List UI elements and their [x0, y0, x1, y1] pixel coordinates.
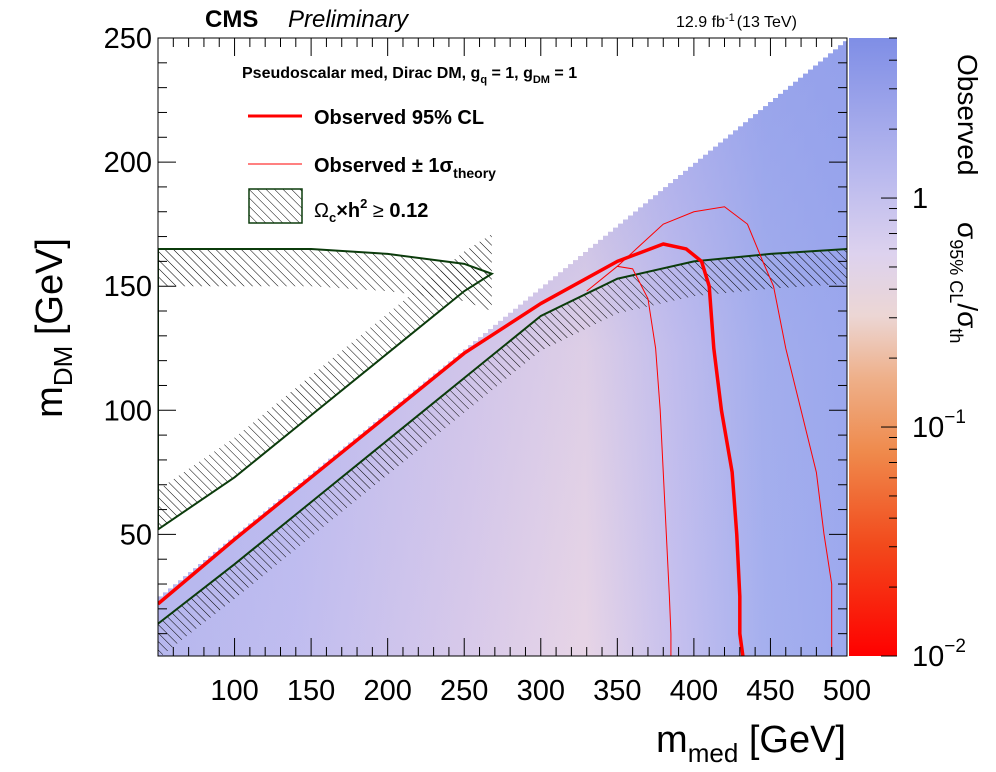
colorbar-tick-label: 10−2: [912, 636, 966, 673]
lumi-energy: (13 TeV): [737, 14, 797, 31]
x-tick-label: 250: [440, 675, 488, 707]
y-axis-title-main: m: [29, 386, 71, 418]
relic-contour-left: [158, 247, 495, 531]
legend-relic-c: c: [329, 210, 336, 225]
limit-curves-layer: [158, 206, 833, 656]
legend-relic-sup: 2: [360, 196, 367, 211]
x-tick-label: 300: [517, 675, 565, 707]
x-tick-label: 150: [287, 675, 335, 707]
x-tick-label: 200: [363, 675, 411, 707]
legend-theory-prefix: Observed ± 1σ: [314, 155, 453, 177]
lumi-value: 12.9 fb: [676, 14, 725, 31]
observed-plus1sigma-curve: [616, 206, 833, 656]
y-axis-title-unit: [GeV]: [29, 238, 71, 346]
y-tick-label: 250: [104, 23, 152, 55]
colorbar-tick-base: 1: [912, 183, 928, 215]
x-tick-label: 350: [593, 675, 641, 707]
x-tick-label: 500: [823, 675, 871, 707]
x-axis: 100 150 200 250 300 350 400 450 500: [157, 38, 871, 707]
y-tick-label: 150: [104, 271, 152, 303]
legend: Observed 95% CL Observed ± 1σtheory Ωc×h…: [248, 107, 496, 225]
legend-relic-label: Ωc×h2 ≥ 0.12: [314, 196, 428, 225]
observed-minus1sigma-curve: [586, 265, 672, 656]
colorbar: [849, 38, 897, 656]
model-suffix: = 1: [550, 65, 577, 82]
x-tick-label: 450: [746, 675, 794, 707]
x-tick-label: 100: [210, 675, 258, 707]
model-q-sub: q: [480, 74, 487, 86]
relic-contour-diagonal: [158, 247, 847, 625]
y-tick-label: 50: [120, 519, 152, 551]
y-tick-label: 100: [104, 395, 152, 427]
relic-hatch-upper: [158, 248, 492, 312]
legend-relic-mid: ×h: [336, 200, 360, 222]
experiment-label: CMS: [205, 6, 258, 33]
relic-density-layer: [158, 234, 847, 656]
status-label: Preliminary: [288, 6, 410, 33]
x-axis-title-sub: med: [688, 738, 739, 768]
colorbar-tick-exponent: −2: [944, 636, 966, 657]
model-label: Pseudoscalar med, Dirac DM, gq = 1, gDM …: [242, 65, 577, 86]
colorbar-tick-base: 10: [912, 641, 944, 673]
model-prefix: Pseudoscalar med, Dirac DM, g: [242, 65, 480, 82]
colorbar-title-den: /σ: [952, 303, 983, 328]
colorbar-tick-base: 10: [912, 412, 944, 444]
y-axis-title: mDM [GeV]: [29, 238, 78, 418]
observed-limit-curve: [158, 242, 745, 656]
plot-frame: [157, 37, 848, 657]
x-axis-title-unit: [GeV]: [738, 719, 846, 761]
x-tick-label: 400: [670, 675, 718, 707]
colorbar-title-main: Observed: [952, 54, 983, 175]
colorbar-tick-label: 1: [912, 183, 928, 215]
colorbar-axis: 110−110−2: [881, 37, 966, 673]
x-axis-title-main: m: [656, 719, 688, 761]
model-dm-sub: DM: [533, 74, 550, 86]
colorbar-tick-label: 10−1: [912, 407, 966, 444]
relic-hatch-lower: [158, 234, 492, 530]
model-middle: = 1, g: [487, 65, 533, 82]
legend-theory-label: Observed ± 1σtheory: [314, 155, 496, 181]
legend-relic-omega: Ω: [314, 200, 329, 222]
legend-theory-sub: theory: [453, 165, 496, 181]
colorbar-title-den-sub: th: [946, 328, 966, 343]
legend-relic-value: 0.12: [389, 200, 428, 222]
lumi-exponent: -1: [725, 12, 735, 24]
legend-relic-swatch: [248, 188, 303, 224]
legend-observed-label: Observed 95% CL: [314, 107, 484, 129]
y-axis: 50 100 150 200 250: [104, 23, 847, 635]
y-tick-label: 200: [104, 147, 152, 179]
colorbar-tick-exponent: −1: [944, 407, 966, 428]
colorbar-title-ratio: σ95% CL/σth: [946, 222, 983, 343]
x-axis-title: mmed [GeV]: [656, 719, 846, 768]
lumi-label: 12.9 fb-1 (13 TeV): [676, 12, 797, 31]
colorbar-title-num: σ: [952, 222, 983, 239]
y-axis-title-sub: DM: [48, 346, 78, 386]
colorbar-title-num-sub: 95% CL: [946, 239, 966, 303]
legend-relic-cond: ≥: [367, 200, 389, 222]
